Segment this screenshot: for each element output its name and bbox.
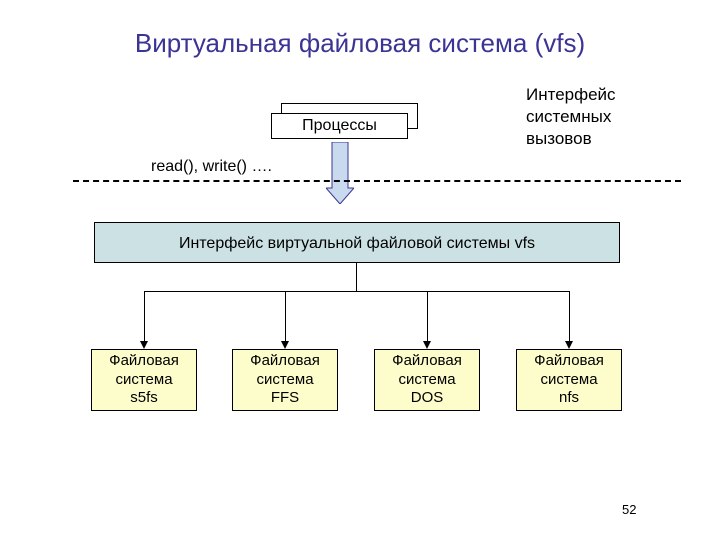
- syscall-line3: вызовов: [526, 128, 616, 150]
- page-title: Виртуальная файловая система (vfs): [0, 28, 720, 59]
- filesystem-box: Файловая система FFS: [232, 349, 338, 411]
- connector-drop: [285, 291, 286, 341]
- connector-hbar: [144, 291, 569, 292]
- connector-trunk: [356, 263, 357, 291]
- dashed-separator: [73, 180, 681, 182]
- arrowhead-icon: [565, 341, 573, 349]
- connector-drop: [427, 291, 428, 341]
- arrowhead-icon: [140, 341, 148, 349]
- syscall-line1: Интерфейс: [526, 84, 616, 106]
- filesystem-box: Файловая система nfs: [516, 349, 622, 411]
- syscall-interface-label: Интерфейс системных вызовов: [526, 84, 616, 150]
- connector-drop: [569, 291, 570, 341]
- syscall-line2: системных: [526, 106, 616, 128]
- read-write-label: read(), write() ….: [151, 158, 272, 176]
- page-number: 52: [622, 502, 636, 517]
- arrowhead-icon: [423, 341, 431, 349]
- process-box: Процессы: [271, 113, 408, 139]
- block-arrow-down-icon: [326, 142, 354, 204]
- filesystem-box: Файловая система s5fs: [91, 349, 197, 411]
- arrowhead-icon: [281, 341, 289, 349]
- filesystem-box: Файловая система DOS: [374, 349, 480, 411]
- vfs-interface-box: Интерфейс виртуальной файловой системы v…: [94, 222, 620, 263]
- connector-drop: [144, 291, 145, 341]
